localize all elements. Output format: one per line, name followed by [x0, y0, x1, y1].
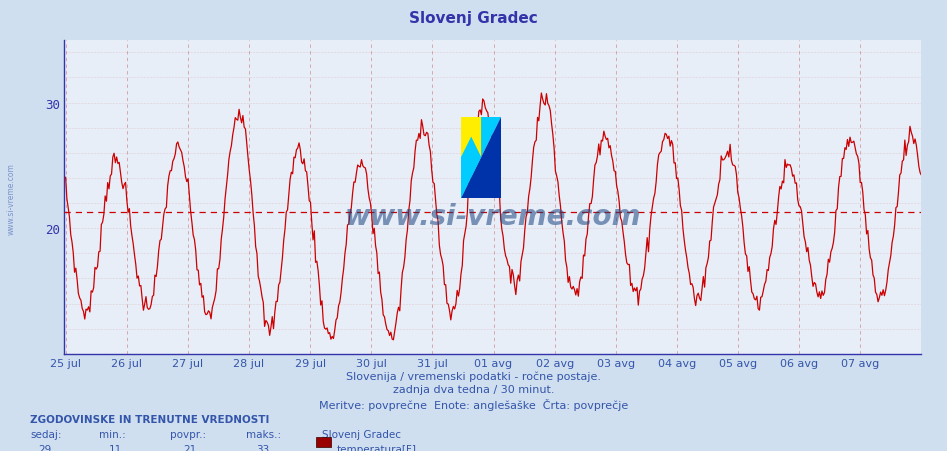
- Text: 21: 21: [183, 444, 196, 451]
- Polygon shape: [461, 117, 481, 158]
- Text: Meritve: povprečne  Enote: anglešaške  Črta: povprečje: Meritve: povprečne Enote: anglešaške Črt…: [319, 398, 628, 410]
- Text: min.:: min.:: [99, 429, 126, 439]
- Text: 11: 11: [109, 444, 122, 451]
- Polygon shape: [461, 117, 481, 158]
- Text: www.si-vreme.com: www.si-vreme.com: [7, 162, 16, 235]
- Text: ZGODOVINSKE IN TRENUTNE VREDNOSTI: ZGODOVINSKE IN TRENUTNE VREDNOSTI: [30, 414, 270, 424]
- Text: maks.:: maks.:: [246, 429, 281, 439]
- Text: zadnja dva tedna / 30 minut.: zadnja dva tedna / 30 minut.: [393, 384, 554, 394]
- Text: Slovenj Gradec: Slovenj Gradec: [409, 11, 538, 26]
- Polygon shape: [461, 117, 481, 198]
- Text: povpr.:: povpr.:: [170, 429, 206, 439]
- Text: Slovenija / vremenski podatki - ročne postaje.: Slovenija / vremenski podatki - ročne po…: [346, 371, 601, 381]
- Text: Slovenj Gradec: Slovenj Gradec: [322, 429, 401, 439]
- Polygon shape: [461, 117, 501, 198]
- Text: www.si-vreme.com: www.si-vreme.com: [345, 202, 641, 230]
- Text: 33: 33: [256, 444, 269, 451]
- Polygon shape: [461, 117, 501, 198]
- Text: 29: 29: [38, 444, 51, 451]
- Text: temperatura[F]: temperatura[F]: [337, 444, 417, 451]
- Text: sedaj:: sedaj:: [30, 429, 62, 439]
